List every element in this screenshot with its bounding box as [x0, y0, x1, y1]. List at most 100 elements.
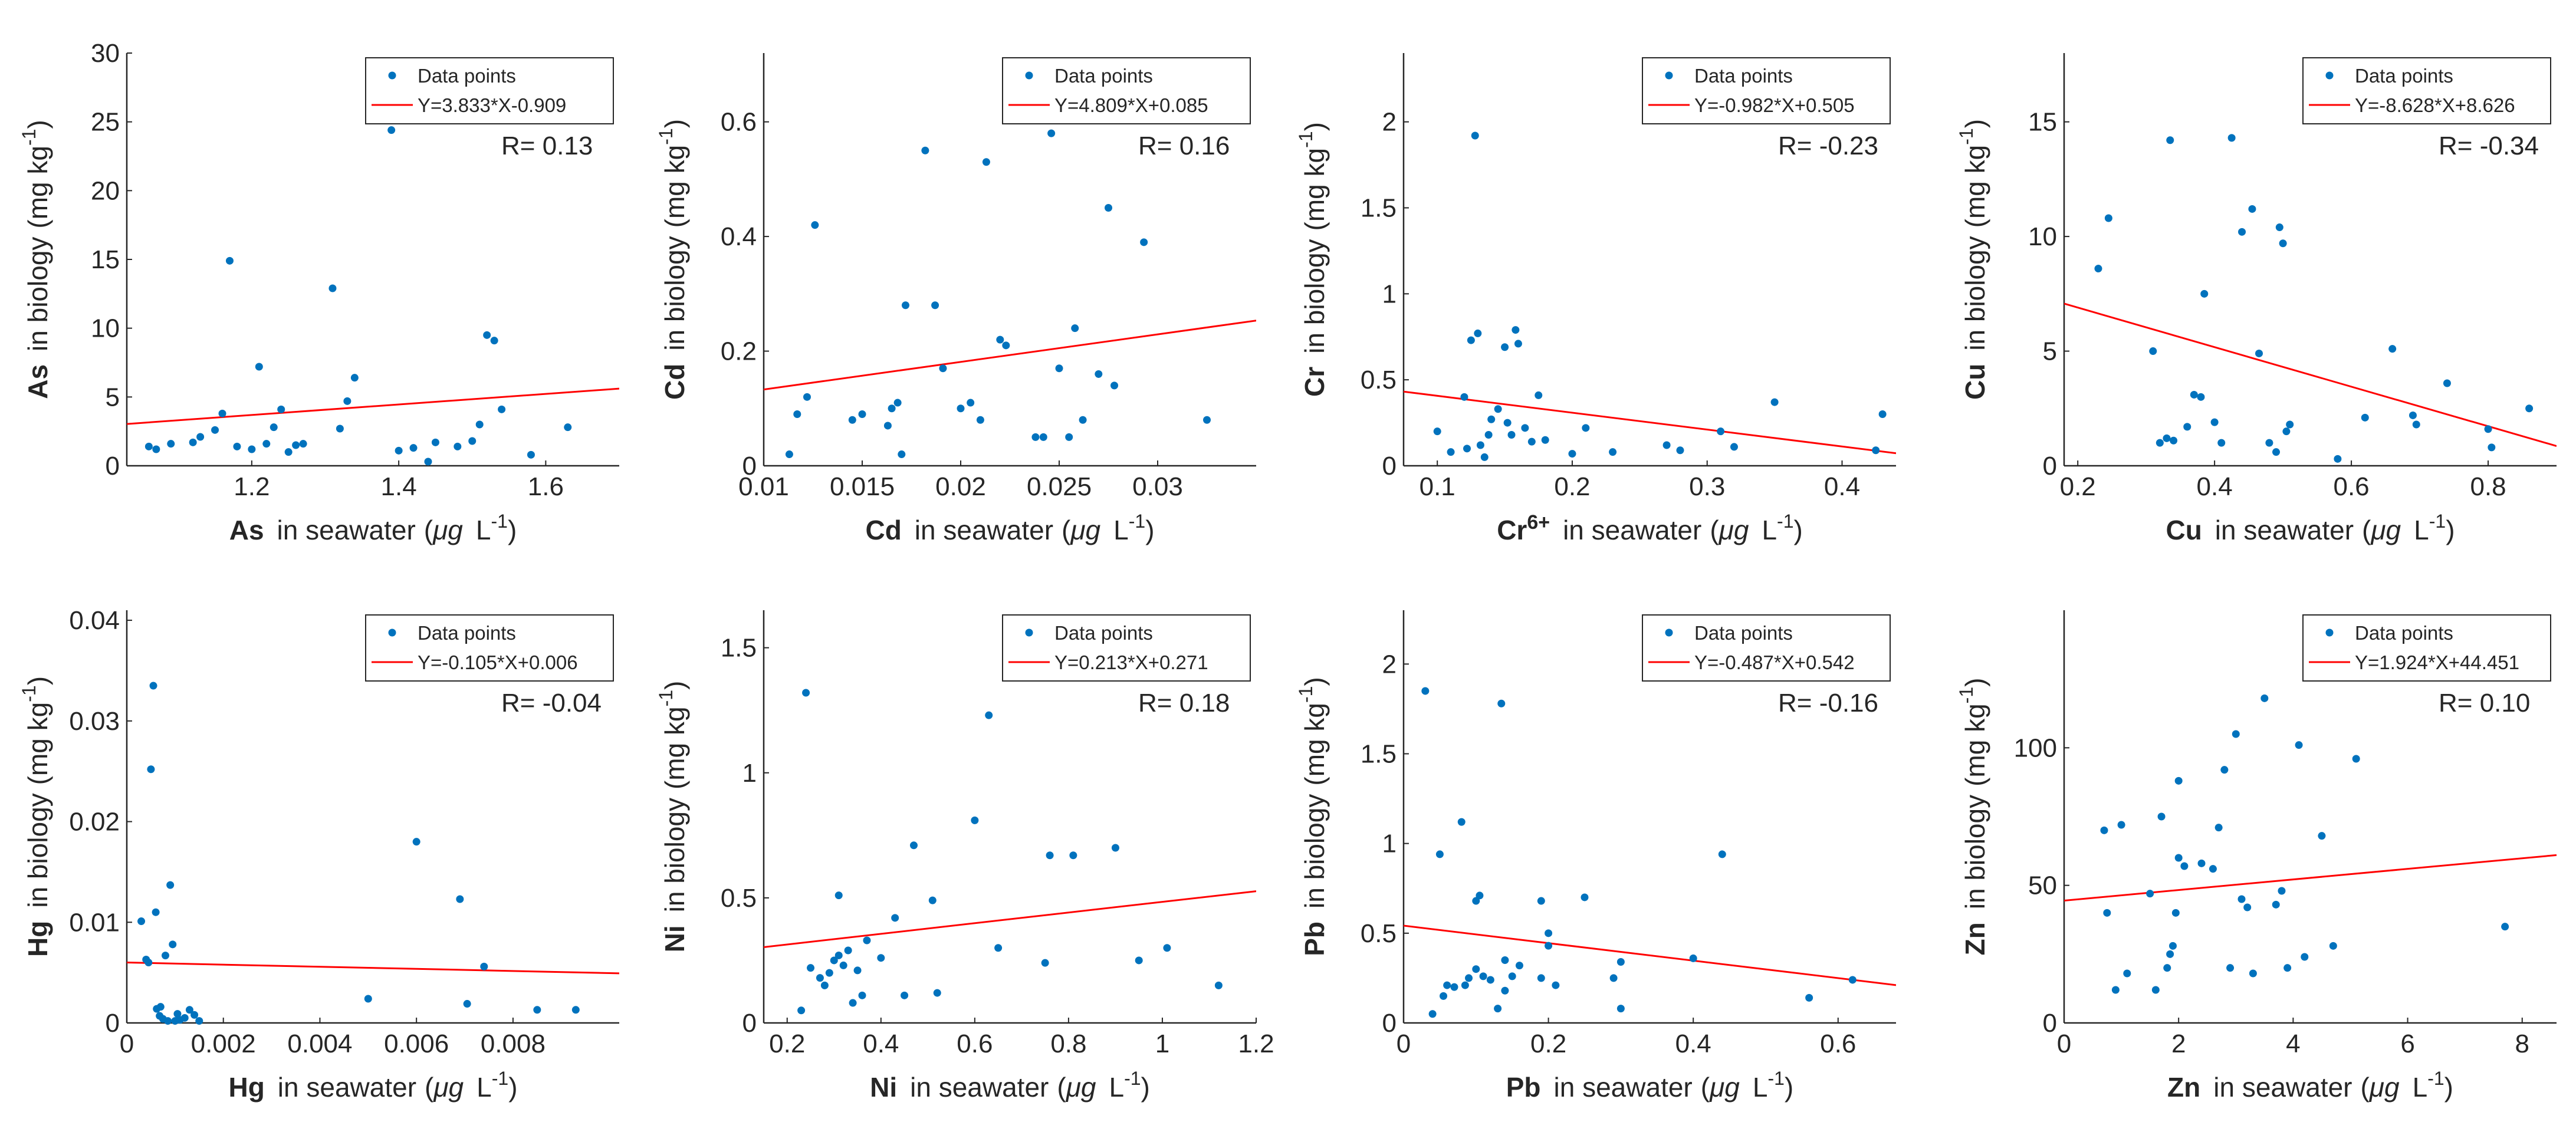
data-point	[2275, 223, 2283, 232]
data-point	[2484, 425, 2492, 433]
y-tick-label: 5	[106, 383, 120, 412]
data-point	[802, 689, 810, 697]
data-point	[994, 944, 1003, 952]
data-point	[976, 416, 984, 424]
y-tick-label: 0	[1382, 452, 1397, 481]
data-point	[1486, 976, 1494, 984]
data-point	[2272, 448, 2281, 456]
data-point	[2301, 953, 2309, 961]
legend-box	[1002, 57, 1251, 124]
data-point	[1718, 850, 1726, 858]
y-tick-label: 0.2	[721, 337, 757, 366]
legend-box	[1642, 57, 1891, 124]
data-point	[2214, 824, 2223, 832]
data-point	[1616, 1005, 1625, 1013]
data-point	[195, 1017, 203, 1025]
data-point	[2243, 903, 2252, 911]
data-point	[2525, 404, 2534, 413]
panel-cd: 0.01 0.015 0.02 0.025 0.03 0 0.2 0.4 0.6 Data poi…	[655, 53, 1256, 545]
data-point	[2286, 420, 2294, 429]
data-point	[2226, 964, 2235, 972]
data-point	[1497, 699, 1506, 708]
data-point	[816, 974, 824, 982]
x-tick-label: 0.6	[2333, 472, 2369, 501]
y-tick-label: 0.01	[69, 908, 120, 937]
data-point	[807, 964, 815, 972]
data-point	[928, 896, 937, 904]
data-point	[270, 423, 278, 432]
data-point	[1433, 427, 1441, 436]
x-tick-label: 0.2	[1530, 1029, 1566, 1058]
data-point	[218, 409, 226, 417]
data-point	[1443, 981, 1451, 989]
data-point	[1203, 416, 1211, 424]
legend-entry-points: Data points	[2355, 622, 2453, 644]
data-point	[863, 936, 871, 945]
data-point	[1501, 986, 1509, 995]
data-point	[1463, 445, 1471, 453]
data-point	[233, 442, 241, 450]
x-tick-label: 1.4	[381, 472, 417, 501]
data-point	[893, 399, 902, 407]
data-point	[1535, 391, 1543, 399]
data-point	[933, 989, 941, 997]
data-point	[1461, 981, 1469, 989]
data-point	[2209, 865, 2217, 873]
data-point	[1110, 381, 1119, 390]
y-tick-label: 0	[2043, 452, 2057, 481]
data-point	[2361, 413, 2369, 422]
legend-box	[365, 57, 614, 124]
data-point	[931, 301, 939, 310]
x-tick-label: 0.01	[738, 472, 789, 501]
data-point	[137, 917, 146, 926]
legend-marker	[1665, 628, 1673, 637]
y-tick-label: 2	[1382, 650, 1397, 679]
data-point	[957, 404, 965, 413]
data-point	[1581, 893, 1589, 901]
data-point	[1878, 410, 1887, 418]
data-point	[2171, 909, 2180, 917]
data-point	[2094, 265, 2102, 273]
legend-marker	[1025, 71, 1033, 80]
data-point	[820, 981, 829, 989]
data-point	[2200, 289, 2209, 298]
data-point	[2272, 900, 2280, 909]
legend-entry-fit: Y=1.924*X+44.451	[2355, 651, 2519, 673]
data-point	[1676, 446, 1684, 455]
data-point	[2443, 379, 2451, 387]
data-point	[1111, 844, 1119, 852]
data-point	[336, 424, 344, 433]
data-point	[1501, 343, 1509, 351]
data-point	[167, 440, 175, 448]
x-axis-label: Cd in seawater (μg L-1)	[865, 511, 1154, 545]
correlation-text: R= -0.34	[2439, 131, 2539, 160]
data-point	[211, 426, 219, 434]
data-point	[2237, 895, 2246, 903]
data-point	[571, 1006, 580, 1014]
x-tick-label: 0.2	[769, 1029, 805, 1058]
y-tick-label: 25	[91, 108, 120, 137]
y-tick-label: 0.04	[69, 606, 120, 635]
y-tick-label: 0.4	[721, 222, 757, 251]
data-point	[834, 951, 843, 959]
data-point	[350, 374, 359, 382]
data-point	[2100, 826, 2108, 834]
data-point	[480, 962, 488, 970]
data-point	[996, 335, 1004, 344]
data-point	[1616, 958, 1625, 966]
x-axis-label: Pb in seawater (μg L-1)	[1506, 1068, 1794, 1103]
legend-entry-fit: Y=3.833*X-0.909	[418, 94, 566, 116]
legend-entry-points: Data points	[1054, 622, 1153, 644]
data-point	[803, 393, 811, 401]
data-point	[839, 961, 847, 969]
data-point	[1609, 974, 1618, 982]
data-point	[1541, 436, 1549, 444]
data-point	[387, 126, 396, 134]
y-axis-label: Asin biology(mg kg-1)	[18, 120, 53, 399]
data-point	[1472, 965, 1480, 973]
x-tick-label: 0.015	[830, 472, 895, 501]
data-point	[858, 991, 866, 999]
data-point	[1537, 897, 1545, 905]
data-point	[1514, 340, 1522, 348]
x-tick-label: 0	[2057, 1029, 2071, 1058]
